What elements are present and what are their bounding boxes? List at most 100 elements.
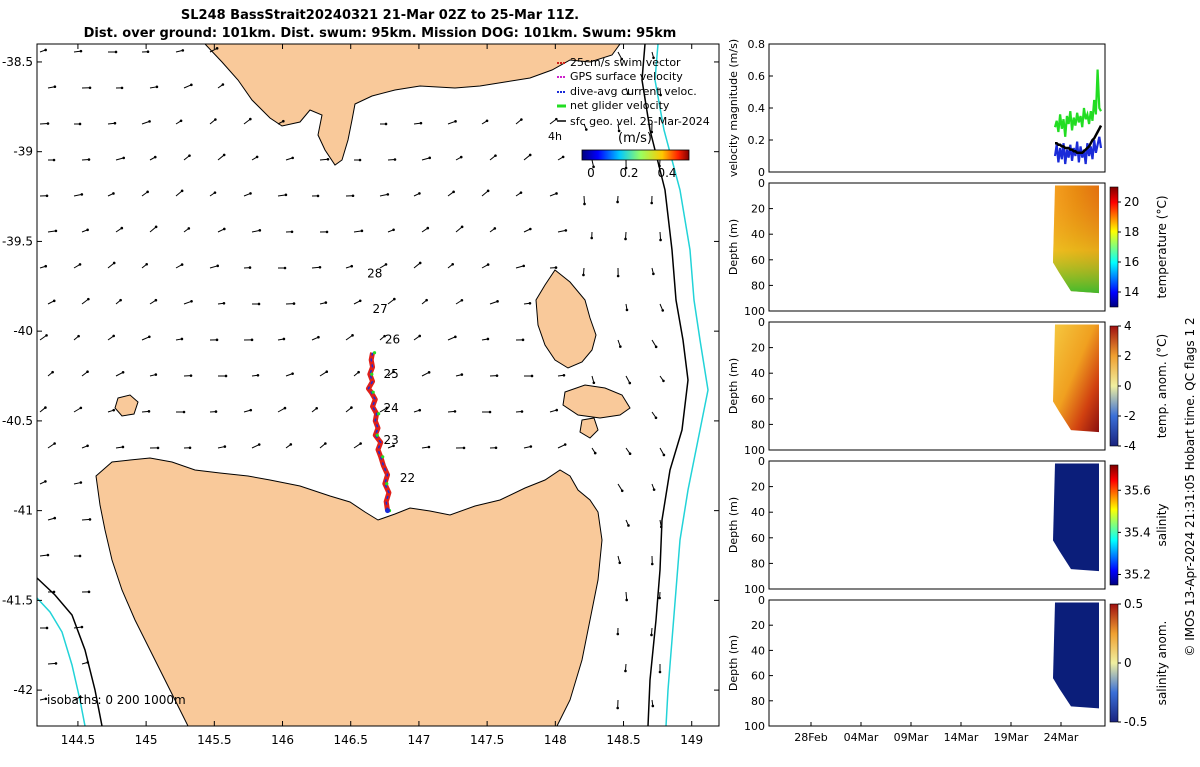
net-velocity-marker	[381, 455, 384, 458]
depth-y-tick-label: 0	[758, 594, 765, 607]
geo-velocity-arrowhead	[44, 406, 47, 409]
geo-velocity-arrowhead	[461, 226, 464, 229]
geo-velocity-arrowhead	[428, 446, 431, 449]
colorbar-label: temp. anom. (°C)	[1155, 334, 1169, 438]
depth-y-tick-label: 100	[744, 720, 765, 733]
map-y-tick-label: -41.5	[2, 593, 33, 607]
depth-y-tick-label: 60	[751, 532, 765, 545]
geo-velocity-arrowhead	[258, 443, 261, 446]
depth-y-tick-label: 0	[758, 316, 765, 329]
colorbar-label: salinity	[1155, 503, 1169, 546]
colorbar-tick-label: -0.5	[1124, 715, 1147, 729]
geo-velocity-arrowhead	[223, 302, 226, 305]
geo-velocity-arrowhead	[112, 192, 115, 195]
geo-velocity-arrowhead	[119, 299, 122, 302]
geo-velocity-arrowhead	[283, 338, 286, 341]
geo-velocity-arrowhead	[251, 339, 254, 342]
geo-velocity-arrowhead	[529, 228, 532, 231]
colorbar-tick-label: -2	[1124, 409, 1136, 423]
geo-velocity-arrowhead	[555, 118, 558, 121]
geo-velocity-arrowhead	[486, 119, 489, 122]
geo-velocity-arrowhead	[628, 382, 631, 385]
geo-velocity-arrowhead	[47, 122, 50, 125]
geo-velocity-arrowhead	[583, 203, 586, 206]
legend-label-gps: GPS surface velocity	[570, 70, 683, 83]
colorbar-tick-label: 4	[1124, 319, 1132, 333]
geo-velocity-arrowhead	[256, 156, 259, 159]
geo-velocity-arrowhead	[487, 263, 490, 266]
geo-velocity-arrowhead	[51, 371, 54, 374]
colorbar-tick-label: -4	[1124, 439, 1136, 453]
geo-velocity-arrowhead	[55, 230, 58, 233]
geo-velocity-arrowhead	[291, 230, 294, 233]
map-x-tick-label: 145.5	[197, 733, 231, 747]
geo-velocity-arrowhead	[112, 335, 115, 338]
geo-velocity-arrowhead	[454, 120, 457, 123]
geo-velocity-arrowhead	[148, 120, 151, 123]
legend-label-net: net glider velocity	[570, 99, 670, 112]
geo-velocity-arrowhead	[285, 194, 288, 197]
geo-velocity-arrowhead	[88, 591, 91, 594]
geo-velocity-arrowhead	[53, 732, 56, 735]
copyright-note: © IMOS 13-Apr-2024 21:31:05 Hobart time.…	[1183, 207, 1197, 767]
map-y-tick-label: -39.5	[2, 234, 33, 248]
map-y-tick-label: -41	[13, 504, 33, 518]
day-label: 25	[383, 367, 398, 381]
geo-velocity-arrowhead	[55, 662, 58, 665]
geo-velocity-arrowhead	[53, 300, 56, 303]
geo-velocity-arrowhead	[291, 372, 294, 375]
depth-y-tick-label: 20	[751, 481, 765, 494]
geo-velocity-arrowhead	[617, 633, 620, 636]
geo-velocity-arrowhead	[451, 263, 454, 266]
depth-colorbar	[1110, 604, 1118, 722]
geo-velocity-arrowhead	[594, 452, 597, 455]
geo-velocity-arrowhead	[624, 670, 627, 673]
geo-velocity-arrowhead	[463, 447, 466, 450]
depth-colorbar	[1110, 326, 1118, 446]
geo-velocity-arrowhead	[81, 626, 84, 629]
geo-velocity-arrowhead	[79, 263, 82, 266]
geo-velocity-arrowhead	[555, 192, 558, 195]
depth-colorbar	[1110, 187, 1118, 307]
geo-velocity-arrowhead	[629, 452, 632, 455]
geo-velocity-arrowhead	[189, 446, 192, 449]
net-velocity-marker	[370, 373, 373, 376]
geo-velocity-arrowhead	[113, 262, 116, 265]
geo-velocity-arrowhead	[148, 335, 151, 338]
geo-velocity-arrowhead	[460, 156, 463, 159]
velocity-y-tick-label: 0.8	[748, 38, 766, 51]
geo-velocity-arrowhead	[115, 51, 118, 54]
geo-velocity-arrowhead	[80, 407, 83, 410]
geo-velocity-arrowhead	[652, 273, 655, 276]
colorbar-tick-label: 0	[1124, 656, 1132, 670]
geo-velocity-arrowhead	[188, 227, 191, 230]
geo-velocity-arrowhead	[352, 194, 355, 197]
colorbar-tick-label: 0	[1124, 379, 1132, 393]
geo-velocity-arrowhead	[659, 671, 662, 674]
geo-velocity-arrowhead	[420, 122, 423, 125]
geo-velocity-arrowhead	[419, 262, 422, 265]
geo-velocity-arrowhead	[291, 157, 294, 160]
net-velocity-marker	[373, 351, 376, 354]
map-x-tick-label: 149	[680, 733, 703, 747]
geo-velocity-arrowhead	[659, 239, 662, 242]
geo-velocity-arrowhead	[660, 526, 663, 529]
depth-colorbar	[1110, 465, 1118, 585]
depth-y-tick-label: 80	[751, 695, 765, 708]
geo-velocity-arrowhead	[522, 339, 525, 342]
track-start-marker	[385, 508, 390, 513]
map-y-tick-label: -40.5	[2, 414, 33, 428]
geo-velocity-arrowhead	[392, 228, 395, 231]
geo-velocity-arrowhead	[284, 407, 287, 410]
geo-velocity-arrowhead	[214, 191, 217, 194]
day-label: 22	[400, 471, 415, 485]
geo-velocity-arrowhead	[489, 411, 492, 414]
legend-4h-label: 4h	[548, 130, 562, 143]
geo-velocity-arrowhead	[317, 336, 320, 339]
geo-velocity-arrow	[48, 733, 55, 736]
geo-velocity-arrowhead	[249, 118, 252, 121]
geo-velocity-arrowhead	[385, 123, 388, 126]
map-x-tick-label: 148	[544, 733, 567, 747]
geo-velocity-arrowhead	[555, 409, 558, 412]
